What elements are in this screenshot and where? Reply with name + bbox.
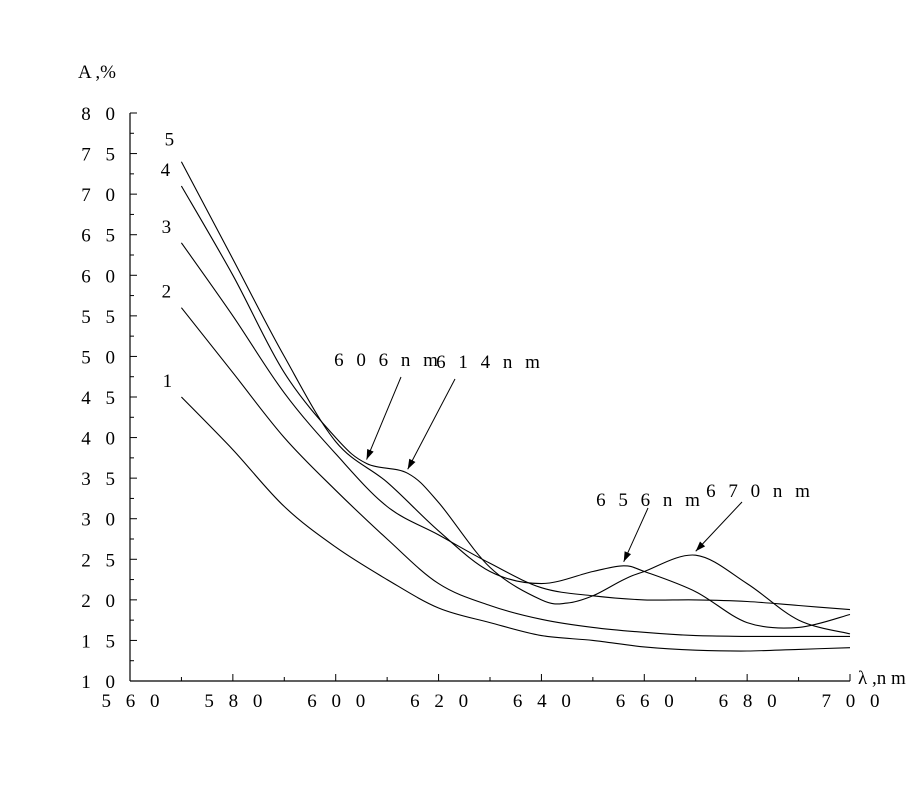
y-tick-label: 6 5 [81,226,120,247]
x-tick-label: 6 6 0 [616,691,679,712]
curve-label-3: 3 [162,217,172,238]
series-line-3 [180,242,851,611]
y-tick-label: 3 5 [81,469,120,490]
y-axis-label: A ,% [78,62,116,83]
axes [129,113,850,682]
annotation-arrow [695,501,743,552]
curve-label-2: 2 [162,282,172,303]
annotation-label: 6 0 6 n m [334,350,442,371]
curve-labels: 1 2 3 4 5 [161,130,175,392]
x-axis-label: λ ,n m [858,668,906,689]
series-line-4 [180,185,851,635]
y-tick-label: 7 0 [81,185,120,206]
y-tick-label: 4 0 [81,429,120,450]
x-tick-label: 5 6 0 [102,691,165,712]
x-tick-label: 7 0 0 [822,691,885,712]
x-ticks: 5 6 0 5 8 0 6 0 0 6 2 0 6 4 0 6 6 0 6 8 0 7 0 0 [102,674,885,712]
annotation-label: 6 1 4 n m [436,352,544,373]
annotation-arrow [407,378,456,470]
x-tick-label: 6 8 0 [719,691,782,712]
curve-label-4: 4 [161,160,171,181]
y-tick-label: 2 0 [81,591,120,612]
y-tick-label: 4 5 [81,388,120,409]
series-line-2 [180,307,850,637]
annotation-arrowhead [695,541,706,552]
y-tick-label: 8 0 [81,104,120,125]
x-tick-label: 5 8 0 [204,691,267,712]
curve-label-1: 1 [163,371,173,392]
annotation-arrowhead [623,551,632,562]
annotation-arrowhead [366,448,374,460]
y-tick-label: 7 5 [81,145,120,166]
y-tick-label: 1 5 [81,631,120,652]
annotation-arrowhead [407,458,416,470]
y-tick-label: 2 5 [81,550,120,571]
x-tick-label: 6 4 0 [513,691,576,712]
series-line-1 [181,396,851,652]
curves [180,161,851,652]
y-ticks: 1 0 1 5 2 0 2 5 3 0 3 5 4 0 4 5 5 0 5 5 6 0 6 5 7 0 7… [81,104,137,693]
series-line-5 [180,161,851,629]
y-tick-label: 5 0 [81,347,120,368]
x-tick-label: 6 0 0 [307,691,370,712]
annotation-arrow [366,376,402,460]
curve-label-5: 5 [165,130,175,151]
y-tick-label: 3 0 [81,510,120,531]
annotation-label: 6 7 0 n m [706,481,814,502]
y-tick-label: 6 0 [81,266,120,287]
y-tick-label: 1 0 [81,672,120,693]
annotation-label: 6 5 6 n m [596,490,704,511]
y-tick-label: 5 5 [81,307,120,328]
x-tick-label: 6 2 0 [410,691,473,712]
